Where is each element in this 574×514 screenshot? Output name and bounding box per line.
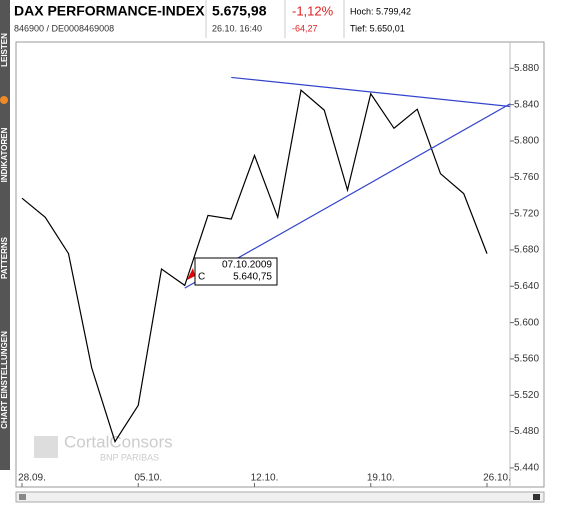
y-tick-label: 5.560 xyxy=(514,354,539,365)
sidebar-tab[interactable]: LEISTEN xyxy=(0,33,9,67)
x-tick-label: 19.10. xyxy=(367,473,395,484)
change-pct: -1,12% xyxy=(292,3,334,18)
y-tick-label: 5.440 xyxy=(514,463,539,474)
title: DAX PERFORMANCE-INDEX xyxy=(14,3,205,19)
tooltip-value: 5.640,75 xyxy=(233,272,272,283)
y-tick-label: 5.800 xyxy=(514,136,539,147)
chart-frame xyxy=(15,41,545,488)
y-tick-label: 5.480 xyxy=(514,426,539,437)
tooltip-key: C xyxy=(198,272,205,283)
x-tick-label: 28.09. xyxy=(18,473,46,484)
sidebar xyxy=(0,0,10,470)
tab-icon[interactable] xyxy=(0,96,8,104)
scroll-left[interactable] xyxy=(19,494,26,500)
watermark-sub: BNP PARIBAS xyxy=(100,452,159,462)
price-line xyxy=(21,88,488,443)
x-tick-label: 12.10. xyxy=(251,473,279,484)
logo xyxy=(34,436,58,458)
watermark-brand: CortalConsors xyxy=(64,432,173,451)
scroll-right[interactable] xyxy=(533,494,540,500)
y-tick-label: 5.640 xyxy=(514,281,539,292)
low: Tief: 5.650,01 xyxy=(350,23,405,33)
scrollbar[interactable] xyxy=(15,491,545,503)
price: 5.675,98 xyxy=(212,3,267,19)
sidebar-tab[interactable]: INDIKATOREN xyxy=(0,127,9,182)
time: 26.10. 16:40 xyxy=(212,23,262,33)
sidebar-tab[interactable]: CHART EINSTELLUNGEN xyxy=(0,331,9,429)
trendline xyxy=(184,103,511,289)
isin: 846900 / DE0008469008 xyxy=(14,23,114,33)
marker xyxy=(187,268,195,280)
tooltip-box xyxy=(194,257,278,286)
trendline xyxy=(231,76,511,108)
change: -64,27 xyxy=(292,23,318,33)
y-tick-label: 5.680 xyxy=(514,245,539,256)
high: Hoch: 5.799,42 xyxy=(350,6,411,16)
y-tick-label: 5.520 xyxy=(514,390,539,401)
y-tick-label: 5.880 xyxy=(514,63,539,74)
y-tick-label: 5.840 xyxy=(514,99,539,110)
y-tick-label: 5.760 xyxy=(514,172,539,183)
x-tick-label: 26.10. xyxy=(483,473,511,484)
y-tick-label: 5.600 xyxy=(514,317,539,328)
tooltip-date: 07.10.2009 xyxy=(222,260,272,271)
x-tick-label: 05.10. xyxy=(134,473,162,484)
sidebar-tab[interactable]: PATTERNS xyxy=(0,236,9,279)
y-tick-label: 5.720 xyxy=(514,208,539,219)
